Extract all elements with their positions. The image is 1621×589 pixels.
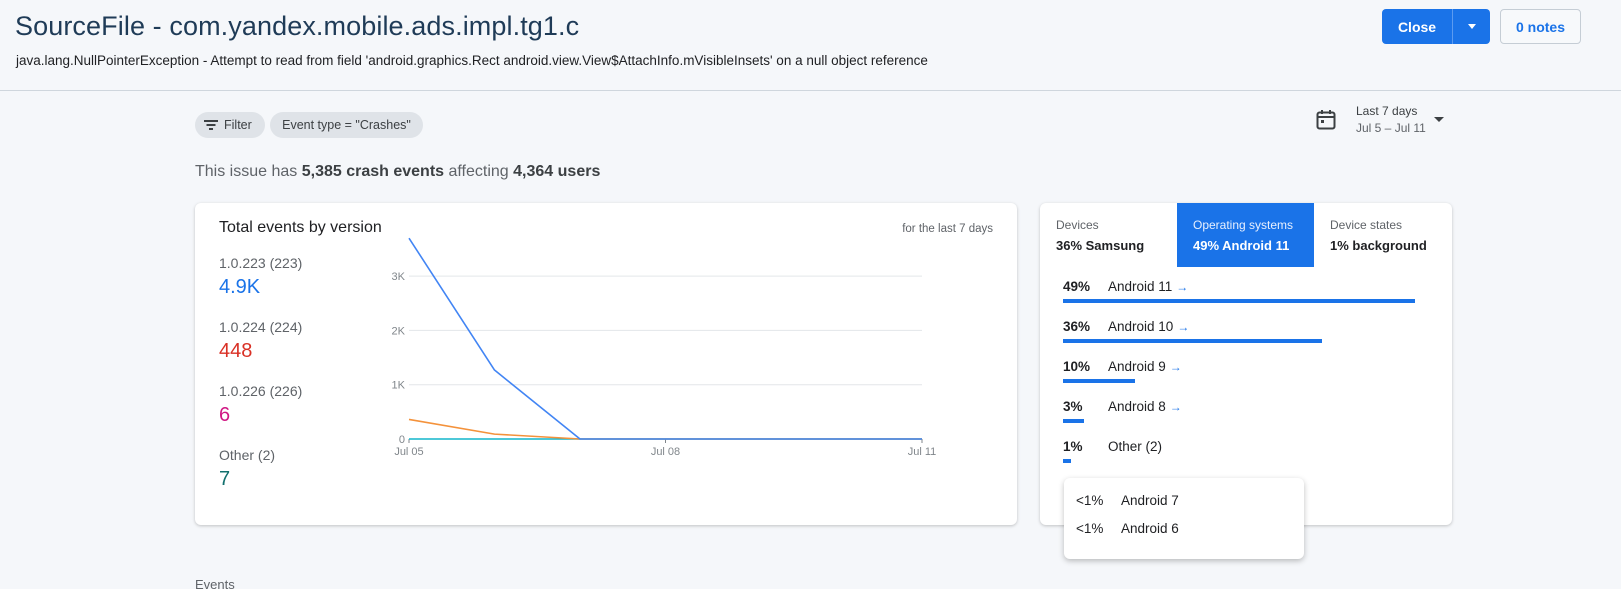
os-name: Android 10 →	[1108, 319, 1190, 334]
date-range-label[interactable]: Last 7 days	[1356, 104, 1418, 118]
version-label: 1.0.223 (223)	[219, 255, 303, 271]
version-label: 1.0.226 (226)	[219, 383, 303, 399]
series-line	[408, 418, 922, 440]
os-row[interactable]: 49% Android 11 →	[1063, 279, 1433, 309]
os-name: Android 11 →	[1108, 279, 1189, 294]
event-type-chip[interactable]: Event type = "Crashes"	[270, 112, 423, 138]
os-row[interactable]: 3% Android 8 →	[1063, 399, 1433, 429]
version-value: 4.9K	[219, 276, 261, 298]
series-line	[408, 237, 922, 440]
issue-summary: This issue has 5,385 crash events affect…	[195, 163, 601, 180]
os-percent: 1%	[1063, 439, 1083, 454]
os-row[interactable]: 10% Android 9 →	[1063, 359, 1433, 389]
breakdown-card: Devices 36% Samsung Operating systems 49…	[1040, 203, 1452, 525]
tab-operating-systems[interactable]: Operating systems 49% Android 11	[1177, 203, 1314, 267]
card-title: Total events by version	[219, 219, 382, 236]
y-tick-label: 3K	[392, 271, 406, 283]
y-tick-label: 0	[399, 434, 405, 446]
affected-users-count: 4,364 users	[513, 163, 601, 180]
os-name: Android 8 →	[1108, 399, 1182, 414]
os-name: Android 9 →	[1108, 359, 1182, 374]
os-percent: 10%	[1063, 359, 1091, 374]
os-share-bar	[1063, 299, 1415, 303]
os-share-bar	[1063, 419, 1084, 423]
issue-subtitle: java.lang.NullPointerException - Attempt…	[16, 53, 928, 68]
x-tick-label: Jul 08	[651, 446, 680, 458]
os-percent: 36%	[1063, 319, 1091, 334]
filter-label: Filter	[224, 118, 252, 132]
y-tick-label: 1K	[392, 380, 406, 392]
close-issue-button[interactable]: Close	[1382, 9, 1452, 44]
version-value: 6	[219, 404, 231, 426]
tab-device-states[interactable]: Device states 1% background	[1330, 218, 1427, 253]
close-button-group: Close	[1382, 9, 1490, 44]
notes-button[interactable]: 0 notes	[1500, 9, 1581, 44]
version-label: Other (2)	[219, 447, 276, 463]
other-os-popup: <1% Android 7 <1% Android 6	[1064, 478, 1304, 559]
events-line-chart: 0 1K 2K 3K Jul 05 Jul 08 Jul 11	[392, 237, 937, 458]
os-percent: 3%	[1063, 399, 1083, 414]
events-by-version-card: Total events by version for the last 7 d…	[195, 203, 1017, 525]
x-tick-label: Jul 05	[394, 446, 423, 458]
breakdown-tabs: Devices 36% Samsung Operating systems 49…	[1040, 203, 1452, 267]
caret-down-icon	[1467, 24, 1476, 29]
arrow-right-icon[interactable]: →	[1169, 360, 1182, 374]
arrow-right-icon[interactable]: →	[1169, 400, 1182, 414]
card-period-note: for the last 7 days	[902, 223, 993, 235]
os-share-bar	[1063, 459, 1071, 463]
events-section-heading: Events	[195, 577, 235, 589]
version-value: 448	[219, 340, 253, 362]
arrow-right-icon[interactable]: →	[1176, 280, 1189, 294]
issue-header: SourceFile - com.yandex.mobile.ads.impl.…	[0, 0, 1621, 91]
date-dropdown-icon[interactable]	[1434, 117, 1444, 122]
x-tick-label: Jul 11	[908, 446, 937, 458]
arrow-right-icon[interactable]: →	[1177, 320, 1190, 334]
popup-row: <1% Android 7	[1076, 493, 1179, 508]
date-range-value[interactable]: Jul 5 – Jul 11	[1356, 121, 1426, 135]
os-name: Other (2)	[1108, 439, 1163, 454]
popup-row: <1% Android 6	[1076, 521, 1179, 536]
filter-chip[interactable]: Filter	[195, 112, 265, 138]
crash-events-count: 5,385 crash events	[301, 163, 445, 180]
os-row[interactable]: 36% Android 10 →	[1063, 319, 1433, 349]
version-value: 7	[219, 468, 231, 490]
os-share-bar	[1063, 339, 1322, 343]
close-options-button[interactable]	[1452, 9, 1490, 44]
y-tick-label: 2K	[392, 325, 406, 337]
tab-devices[interactable]: Devices 36% Samsung	[1056, 218, 1145, 253]
os-share-bar	[1063, 379, 1135, 383]
version-label: 1.0.224 (224)	[219, 319, 303, 335]
os-row: 1% Other (2)	[1063, 439, 1433, 469]
calendar-icon[interactable]	[1316, 109, 1336, 131]
issue-title: SourceFile - com.yandex.mobile.ads.impl.…	[15, 11, 580, 41]
os-percent: 49%	[1063, 279, 1091, 294]
filter-icon	[204, 119, 218, 131]
